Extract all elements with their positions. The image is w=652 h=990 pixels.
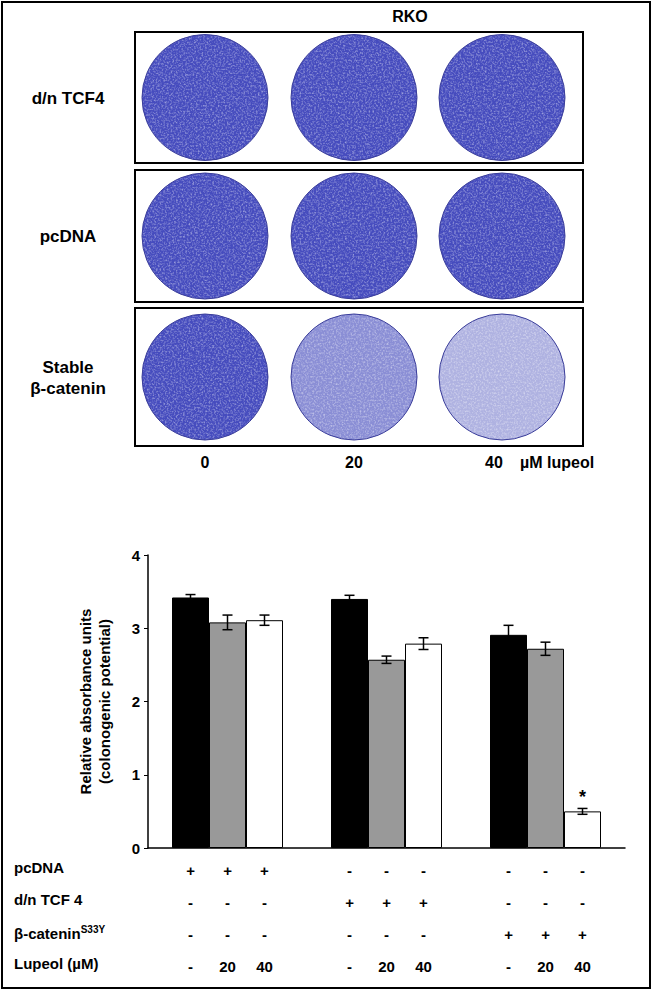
svg-text:+: + <box>260 862 269 879</box>
svg-text:+: + <box>345 894 354 911</box>
svg-text:Relative absorbance units: Relative absorbance units <box>77 609 94 795</box>
svg-text:RKO: RKO <box>392 8 428 25</box>
svg-text:-: - <box>262 894 267 911</box>
svg-text:-: - <box>188 926 193 943</box>
svg-text:pcDNA: pcDNA <box>14 859 64 876</box>
svg-text:+: + <box>382 894 391 911</box>
svg-text:3: 3 <box>132 620 140 637</box>
svg-text:+: + <box>578 926 587 943</box>
svg-text:20: 20 <box>378 958 395 975</box>
svg-text:Stableβ-catenin: Stableβ-catenin <box>30 358 106 398</box>
svg-text:+: + <box>504 926 513 943</box>
svg-text:0: 0 <box>132 840 140 857</box>
svg-text:-: - <box>506 958 511 975</box>
svg-text:pcDNA: pcDNA <box>40 227 97 246</box>
svg-text:-: - <box>225 926 230 943</box>
svg-text:40: 40 <box>415 958 432 975</box>
svg-text:β-catenin: β-catenin <box>14 925 81 942</box>
svg-text:-: - <box>421 862 426 879</box>
svg-text:S33Y: S33Y <box>81 924 106 935</box>
svg-text:-: - <box>347 926 352 943</box>
svg-text:+: + <box>541 926 550 943</box>
svg-text:*: * <box>579 787 586 807</box>
svg-text:-: - <box>347 862 352 879</box>
svg-text:40: 40 <box>574 958 591 975</box>
svg-text:2: 2 <box>132 693 140 710</box>
svg-text:20: 20 <box>345 454 363 471</box>
svg-text:-: - <box>188 958 193 975</box>
svg-text:-: - <box>421 926 426 943</box>
svg-text:µM lupeol: µM lupeol <box>520 454 594 471</box>
svg-text:-: - <box>543 862 548 879</box>
svg-text:+: + <box>186 862 195 879</box>
svg-text:(colonogenic potential): (colonogenic potential) <box>96 619 113 784</box>
svg-text:-: - <box>543 894 548 911</box>
svg-text:1: 1 <box>132 766 140 783</box>
svg-text:4: 4 <box>132 547 141 564</box>
svg-text:40: 40 <box>256 958 273 975</box>
svg-text:-: - <box>580 862 585 879</box>
svg-text:0: 0 <box>201 454 210 471</box>
svg-text:-: - <box>506 862 511 879</box>
svg-text:d/n TCF4: d/n TCF4 <box>32 89 105 108</box>
svg-text:-: - <box>225 894 230 911</box>
svg-text:Lupeol (µM): Lupeol (µM) <box>14 955 98 972</box>
svg-text:-: - <box>506 894 511 911</box>
svg-text:+: + <box>419 894 428 911</box>
svg-text:-: - <box>580 894 585 911</box>
svg-text:-: - <box>384 926 389 943</box>
svg-text:-: - <box>384 862 389 879</box>
svg-text:d/n TCF 4: d/n TCF 4 <box>14 891 83 908</box>
svg-text:20: 20 <box>219 958 236 975</box>
svg-text:-: - <box>347 958 352 975</box>
svg-text:40: 40 <box>485 454 503 471</box>
svg-text:-: - <box>188 894 193 911</box>
svg-text:-: - <box>262 926 267 943</box>
svg-text:+: + <box>223 862 232 879</box>
svg-text:20: 20 <box>537 958 554 975</box>
